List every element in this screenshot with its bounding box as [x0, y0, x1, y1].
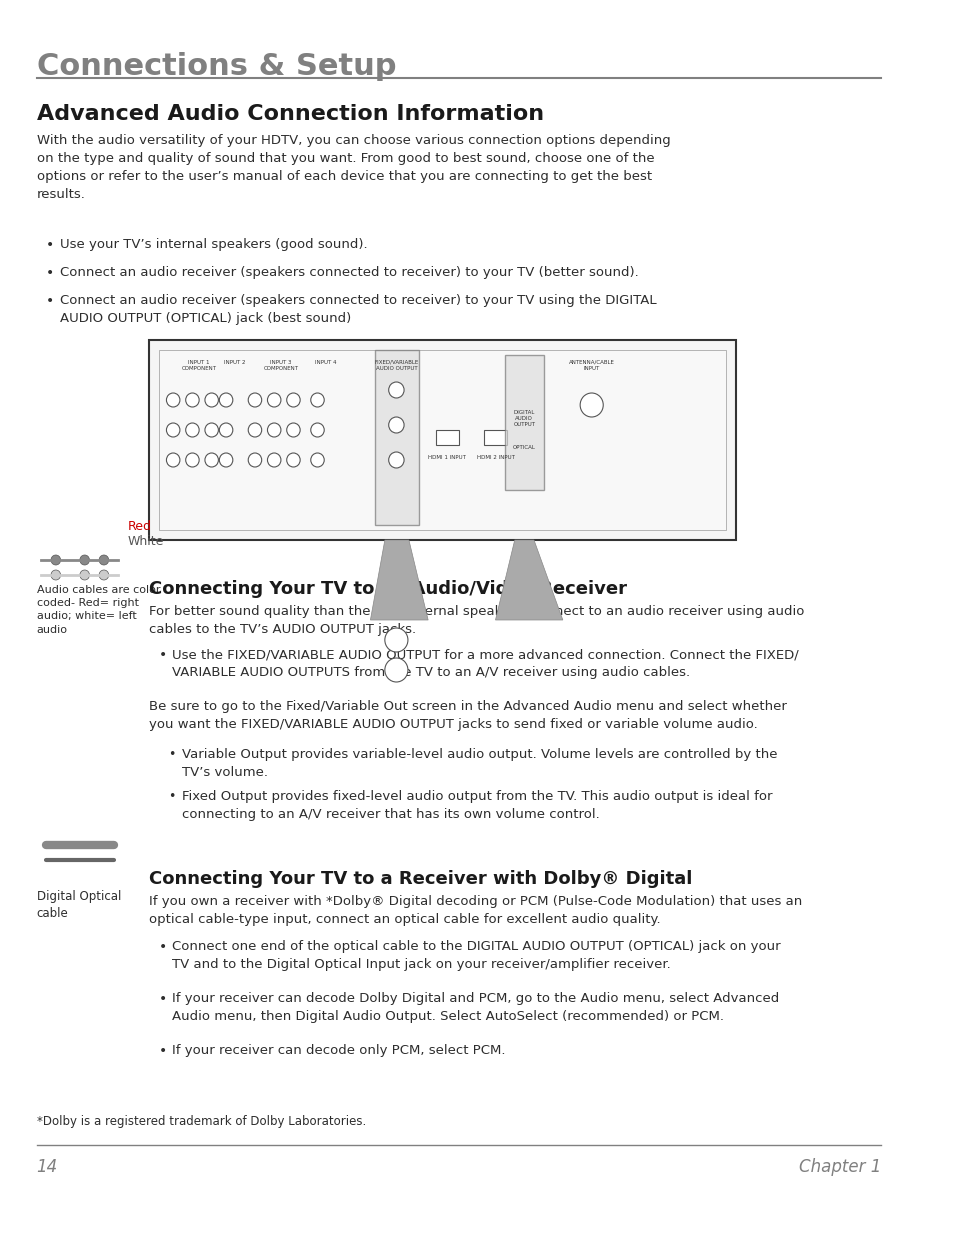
Text: HDMI 1 INPUT: HDMI 1 INPUT	[428, 454, 466, 459]
Text: Be sure to go to the Fixed/Variable Out screen in the Advanced Audio menu and se: Be sure to go to the Fixed/Variable Out …	[149, 700, 786, 731]
Circle shape	[166, 393, 180, 408]
Text: •: •	[158, 648, 167, 662]
Text: White: White	[128, 535, 164, 548]
Circle shape	[311, 393, 324, 408]
Circle shape	[51, 571, 61, 580]
Polygon shape	[370, 540, 428, 620]
Text: HDMI 2 INPUT: HDMI 2 INPUT	[476, 454, 514, 459]
Circle shape	[267, 453, 280, 467]
Circle shape	[205, 453, 218, 467]
Circle shape	[205, 424, 218, 437]
Bar	[436, 430, 458, 445]
Text: Connect one end of the optical cable to the DIGITAL AUDIO OUTPUT (OPTICAL) jack : Connect one end of the optical cable to …	[172, 940, 780, 971]
Polygon shape	[495, 540, 562, 620]
Circle shape	[248, 453, 261, 467]
Text: •: •	[46, 294, 54, 308]
Circle shape	[186, 453, 199, 467]
Text: •: •	[158, 1044, 167, 1058]
Text: FIXED/VARIABLE
AUDIO OUTPUT: FIXED/VARIABLE AUDIO OUTPUT	[374, 359, 418, 370]
Circle shape	[186, 424, 199, 437]
Text: INPUT 1
COMPONENT: INPUT 1 COMPONENT	[181, 359, 216, 370]
Circle shape	[311, 424, 324, 437]
Text: Connecting Your TV to an Audio/Video Receiver: Connecting Your TV to an Audio/Video Rec…	[149, 580, 626, 598]
Circle shape	[99, 555, 109, 564]
Circle shape	[267, 424, 280, 437]
Text: •: •	[168, 748, 175, 761]
Circle shape	[267, 393, 280, 408]
Bar	[158, 350, 725, 530]
Circle shape	[287, 424, 300, 437]
Bar	[504, 354, 543, 490]
Circle shape	[219, 393, 233, 408]
Text: Digital Optical
cable: Digital Optical cable	[36, 890, 121, 920]
Circle shape	[51, 555, 61, 564]
Bar	[375, 350, 418, 525]
Circle shape	[186, 393, 199, 408]
Text: Red: Red	[128, 520, 152, 534]
Circle shape	[248, 424, 261, 437]
Text: Connecting Your TV to a Receiver with Dolby® Digital: Connecting Your TV to a Receiver with Do…	[149, 869, 692, 888]
Circle shape	[80, 555, 90, 564]
Text: OPTICAL: OPTICAL	[513, 445, 536, 450]
Text: Advanced Audio Connection Information: Advanced Audio Connection Information	[36, 104, 543, 124]
Text: If your receiver can decode only PCM, select PCM.: If your receiver can decode only PCM, se…	[172, 1044, 505, 1057]
Circle shape	[287, 453, 300, 467]
Circle shape	[99, 571, 109, 580]
Circle shape	[384, 658, 408, 682]
Circle shape	[388, 452, 404, 468]
FancyBboxPatch shape	[149, 340, 736, 540]
Text: •: •	[168, 790, 175, 803]
Circle shape	[166, 424, 180, 437]
Bar	[36, 580, 123, 671]
Circle shape	[205, 393, 218, 408]
Text: •: •	[158, 992, 167, 1007]
Text: Use your TV’s internal speakers (good sound).: Use your TV’s internal speakers (good so…	[60, 238, 367, 251]
Text: •: •	[158, 940, 167, 953]
Text: Connections & Setup: Connections & Setup	[36, 52, 395, 82]
Text: 14: 14	[36, 1158, 58, 1176]
Circle shape	[311, 453, 324, 467]
Text: If you own a receiver with *Dolby® Digital decoding or PCM (Pulse-Code Modulatio: If you own a receiver with *Dolby® Digit…	[149, 895, 801, 926]
Circle shape	[80, 571, 90, 580]
Circle shape	[219, 453, 233, 467]
Text: Use the FIXED/VARIABLE AUDIO OUTPUT for a more advanced connection. Connect the : Use the FIXED/VARIABLE AUDIO OUTPUT for …	[172, 648, 798, 679]
Text: INPUT 3
COMPONENT: INPUT 3 COMPONENT	[263, 359, 298, 370]
Circle shape	[248, 393, 261, 408]
Text: If your receiver can decode Dolby Digital and PCM, go to the Audio menu, select : If your receiver can decode Dolby Digita…	[172, 992, 779, 1023]
Text: Chapter 1: Chapter 1	[798, 1158, 881, 1176]
Bar	[483, 430, 506, 445]
Text: •: •	[46, 266, 54, 280]
Circle shape	[166, 453, 180, 467]
Text: Audio cables are color
coded- Red= right
audio; white= left
audio: Audio cables are color coded- Red= right…	[36, 585, 160, 635]
Text: For better sound quality than the TV’s internal speakers, connect to an audio re: For better sound quality than the TV’s i…	[149, 605, 803, 636]
Circle shape	[219, 424, 233, 437]
Circle shape	[388, 382, 404, 398]
Text: •: •	[46, 238, 54, 252]
Text: Connect an audio receiver (speakers connected to receiver) to your TV (better so: Connect an audio receiver (speakers conn…	[60, 266, 638, 279]
Circle shape	[287, 393, 300, 408]
Text: INPUT 2: INPUT 2	[224, 359, 245, 366]
Circle shape	[384, 629, 408, 652]
Text: Connect an audio receiver (speakers connected to receiver) to your TV using the : Connect an audio receiver (speakers conn…	[60, 294, 656, 325]
Text: DIGITAL
AUDIO
OUTPUT: DIGITAL AUDIO OUTPUT	[513, 410, 535, 426]
Text: *Dolby is a registered trademark of Dolby Laboratories.: *Dolby is a registered trademark of Dolb…	[36, 1115, 365, 1128]
Text: Variable Output provides variable-level audio output. Volume levels are controll: Variable Output provides variable-level …	[182, 748, 777, 779]
Text: Fixed Output provides fixed-level audio output from the TV. This audio output is: Fixed Output provides fixed-level audio …	[182, 790, 772, 821]
Text: INPUT 4: INPUT 4	[315, 359, 336, 366]
Circle shape	[579, 393, 602, 417]
Circle shape	[388, 417, 404, 433]
Text: ANTENNA/CABLE
INPUT: ANTENNA/CABLE INPUT	[568, 359, 614, 370]
Text: With the audio versatility of your HDTV, you can choose various connection optio: With the audio versatility of your HDTV,…	[36, 135, 670, 201]
